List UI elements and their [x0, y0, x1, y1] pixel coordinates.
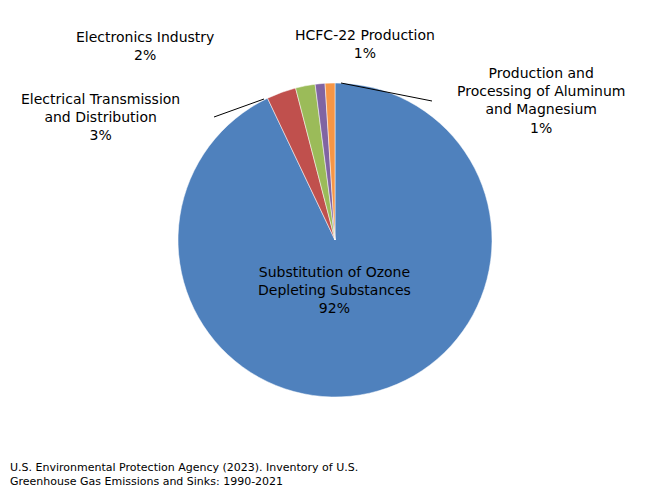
- svg-text:Substitution of OzoneDepleting: Substitution of OzoneDepleting Substance…: [258, 264, 411, 316]
- svg-text:HCFC-22 Production1%: HCFC-22 Production1%: [295, 27, 435, 61]
- svg-text:Electronics Industry2%: Electronics Industry2%: [76, 29, 214, 63]
- svg-text:Production andProcessing of Al: Production andProcessing of Aluminumand …: [457, 65, 625, 136]
- svg-text:Electrical Transmissionand Dis: Electrical Transmissionand Distribution3…: [21, 91, 180, 143]
- svg-text:U.S. Environmental Protection: U.S. Environmental Protection Agency (20…: [10, 461, 358, 488]
